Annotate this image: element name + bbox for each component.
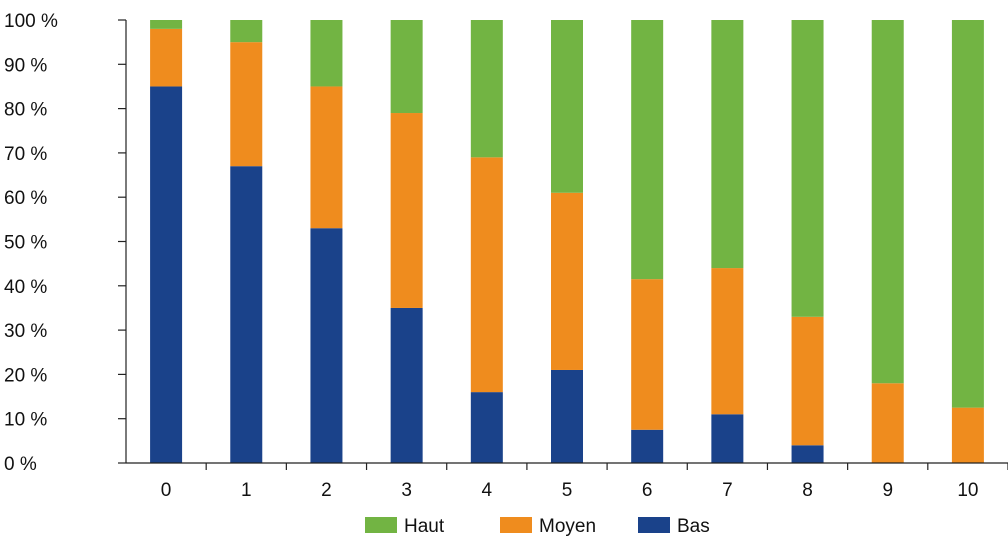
y-tick-label-80: 80 % [4, 100, 47, 121]
bar-haut-9 [871, 20, 904, 384]
y-tick-label-50: 50 % [4, 233, 47, 254]
x-tick-label-10: 10 [957, 480, 978, 501]
y-tick-label-100: 100 % [4, 11, 58, 32]
x-tick-label-3: 3 [401, 480, 412, 501]
bar-bas-8 [791, 445, 824, 463]
y-tick-label-90: 90 % [4, 55, 47, 76]
bar-moyen-5 [551, 192, 583, 370]
bar-moyen-8 [791, 316, 824, 446]
bar-haut-0 [150, 20, 183, 29]
legend-swatch-bas [638, 517, 670, 533]
bar-haut-2 [310, 20, 343, 87]
x-tick-label-8: 8 [802, 480, 813, 501]
y-tick-label-60: 60 % [4, 188, 47, 209]
x-tick-label-1: 1 [241, 480, 252, 501]
x-tick-label-7: 7 [722, 480, 733, 501]
bar-bas-7 [711, 414, 744, 463]
y-tick-label-20: 20 % [4, 365, 47, 386]
y-tick-label-0: 0 % [4, 454, 37, 475]
x-tick-label-9: 9 [882, 480, 893, 501]
y-tick-label-40: 40 % [4, 277, 47, 298]
legend-label-haut: Haut [404, 516, 445, 537]
y-tick-label-30: 30 % [4, 321, 47, 342]
x-tick-label-6: 6 [642, 480, 653, 501]
legend: Haut Moyen Bas [365, 516, 710, 537]
bar-bas-1 [230, 166, 263, 463]
bar-haut-10 [951, 20, 984, 408]
x-tick-label-2: 2 [321, 480, 332, 501]
legend-label-moyen: Moyen [539, 516, 596, 537]
bars-layer [150, 20, 984, 464]
bar-haut-4 [470, 20, 503, 158]
bar-haut-8 [791, 20, 824, 317]
bar-moyen-10 [951, 407, 984, 464]
bar-moyen-9 [871, 383, 904, 463]
bar-moyen-3 [390, 113, 423, 308]
bar-moyen-6 [631, 279, 664, 430]
bar-haut-1 [230, 20, 263, 43]
bar-bas-4 [470, 392, 503, 463]
bar-bas-3 [390, 307, 423, 463]
x-tick-label-5: 5 [562, 480, 573, 501]
bar-haut-3 [390, 20, 423, 114]
legend-label-bas: Bas [677, 516, 710, 537]
bar-moyen-7 [711, 268, 744, 415]
bar-moyen-0 [150, 28, 183, 87]
bar-moyen-1 [230, 42, 263, 167]
y-tick-label-70: 70 % [4, 144, 47, 165]
x-tick-label-4: 4 [482, 480, 493, 501]
legend-swatch-haut [365, 517, 397, 533]
bar-haut-5 [551, 20, 583, 193]
bar-haut-7 [711, 20, 744, 269]
x-tick-label-0: 0 [161, 480, 172, 501]
bar-haut-6 [631, 20, 664, 280]
axes-layer: 0 % 10 % 20 % 30 % 40 % 50 % 60 % 70 % 80 % 90 % 1… [4, 11, 1008, 501]
bar-moyen-4 [470, 157, 503, 393]
y-tick-label-10: 10 % [4, 410, 47, 431]
bar-bas-6 [631, 429, 664, 463]
bar-bas-5 [551, 369, 583, 463]
bar-bas-0 [150, 86, 183, 463]
bar-moyen-2 [310, 86, 343, 229]
bar-bas-2 [310, 228, 343, 463]
legend-swatch-moyen [500, 517, 532, 533]
